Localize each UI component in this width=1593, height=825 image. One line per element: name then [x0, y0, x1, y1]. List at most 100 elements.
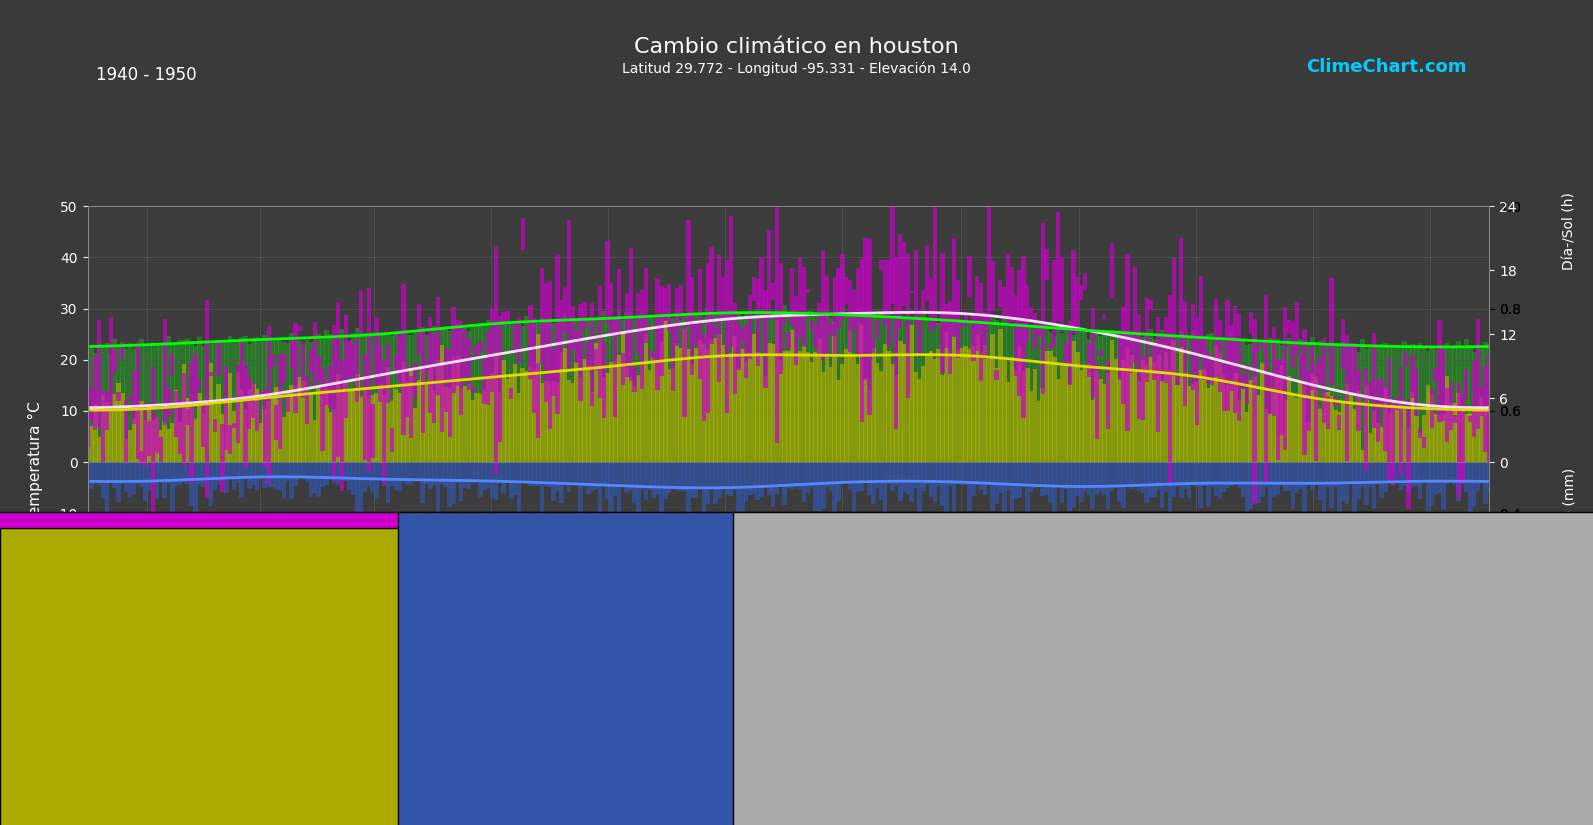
Bar	[1279, 365, 1284, 462]
Bar	[562, 286, 567, 332]
Bar	[883, 318, 887, 462]
Bar	[871, 315, 876, 462]
Bar	[860, 259, 863, 422]
Bar	[589, 462, 594, 492]
Bar	[1368, 346, 1373, 462]
Bar	[182, 462, 186, 482]
Bar	[1469, 416, 1472, 422]
Bar	[586, 319, 591, 462]
Bar	[1013, 462, 1018, 498]
Bar	[1106, 361, 1110, 429]
Bar	[855, 267, 860, 356]
Bar	[1144, 335, 1149, 462]
Bar	[89, 462, 94, 489]
Bar	[902, 344, 906, 462]
Bar	[945, 332, 949, 462]
Bar	[323, 462, 328, 485]
Bar	[774, 320, 779, 462]
Bar	[1295, 344, 1300, 462]
Bar	[409, 368, 414, 462]
Bar	[429, 318, 432, 413]
Bar	[1048, 351, 1053, 462]
Bar	[867, 315, 871, 462]
Bar	[1437, 462, 1442, 493]
Bar	[1190, 462, 1195, 484]
Bar	[1421, 346, 1426, 462]
Bar	[1388, 462, 1392, 483]
Bar	[752, 315, 757, 462]
Bar	[890, 364, 895, 462]
Bar	[859, 462, 863, 491]
Bar	[378, 333, 382, 462]
Bar	[597, 339, 602, 462]
Bar	[1252, 376, 1257, 462]
Bar	[143, 403, 148, 465]
Bar	[510, 388, 513, 399]
Bar	[809, 320, 814, 330]
Bar	[127, 430, 132, 462]
Bar	[1255, 462, 1260, 503]
Text: Lluvia / Nieve (mm): Lluvia / Nieve (mm)	[1563, 468, 1575, 605]
Bar	[771, 344, 776, 462]
Bar	[1230, 333, 1233, 462]
Bar	[86, 346, 89, 462]
Bar	[1176, 385, 1180, 462]
Bar	[1021, 327, 1026, 462]
Bar	[1456, 394, 1461, 462]
Bar	[1456, 342, 1461, 462]
Bar	[1179, 238, 1184, 347]
Bar	[1002, 319, 1007, 462]
Bar	[1125, 333, 1129, 462]
Bar	[228, 462, 233, 478]
Bar	[1341, 319, 1344, 369]
Bar	[390, 428, 393, 452]
Bar	[1341, 403, 1346, 462]
Bar	[1179, 331, 1184, 462]
Bar	[674, 314, 679, 462]
Bar	[1475, 344, 1480, 462]
Bar	[1329, 462, 1333, 508]
Bar	[801, 346, 806, 462]
Bar	[1149, 357, 1153, 462]
Bar	[198, 337, 202, 462]
Bar	[1249, 380, 1254, 462]
Bar	[1402, 406, 1407, 462]
Bar	[1037, 462, 1042, 486]
Bar	[170, 422, 175, 462]
Bar	[1279, 345, 1284, 462]
Bar	[1021, 462, 1026, 488]
Bar	[698, 462, 703, 489]
Bar	[1402, 462, 1407, 486]
Bar	[1461, 394, 1464, 483]
Bar	[1263, 462, 1268, 487]
Bar	[124, 462, 129, 492]
Bar	[363, 333, 368, 462]
Bar	[663, 319, 667, 462]
Bar	[589, 319, 594, 462]
Bar	[581, 359, 586, 462]
Bar	[1141, 462, 1145, 493]
Bar	[1236, 462, 1241, 488]
Bar	[266, 402, 271, 462]
Bar	[779, 263, 782, 374]
Bar	[429, 332, 433, 462]
Bar	[937, 323, 941, 462]
Bar	[706, 308, 710, 462]
Bar	[1203, 337, 1207, 462]
Bar	[1325, 397, 1330, 429]
Bar	[1352, 349, 1357, 462]
Bar	[440, 329, 444, 462]
Bar	[350, 462, 355, 495]
Bar	[312, 322, 317, 386]
Bar	[483, 323, 486, 462]
Bar	[1306, 462, 1311, 485]
Bar	[1059, 462, 1064, 503]
Text: © ClimeChart.com: © ClimeChart.com	[1348, 790, 1466, 804]
Bar	[910, 317, 914, 462]
Bar	[609, 282, 613, 336]
Bar	[986, 462, 991, 484]
Bar	[640, 312, 645, 462]
Bar	[991, 261, 994, 311]
Bar	[532, 323, 537, 462]
Bar	[1157, 340, 1161, 462]
